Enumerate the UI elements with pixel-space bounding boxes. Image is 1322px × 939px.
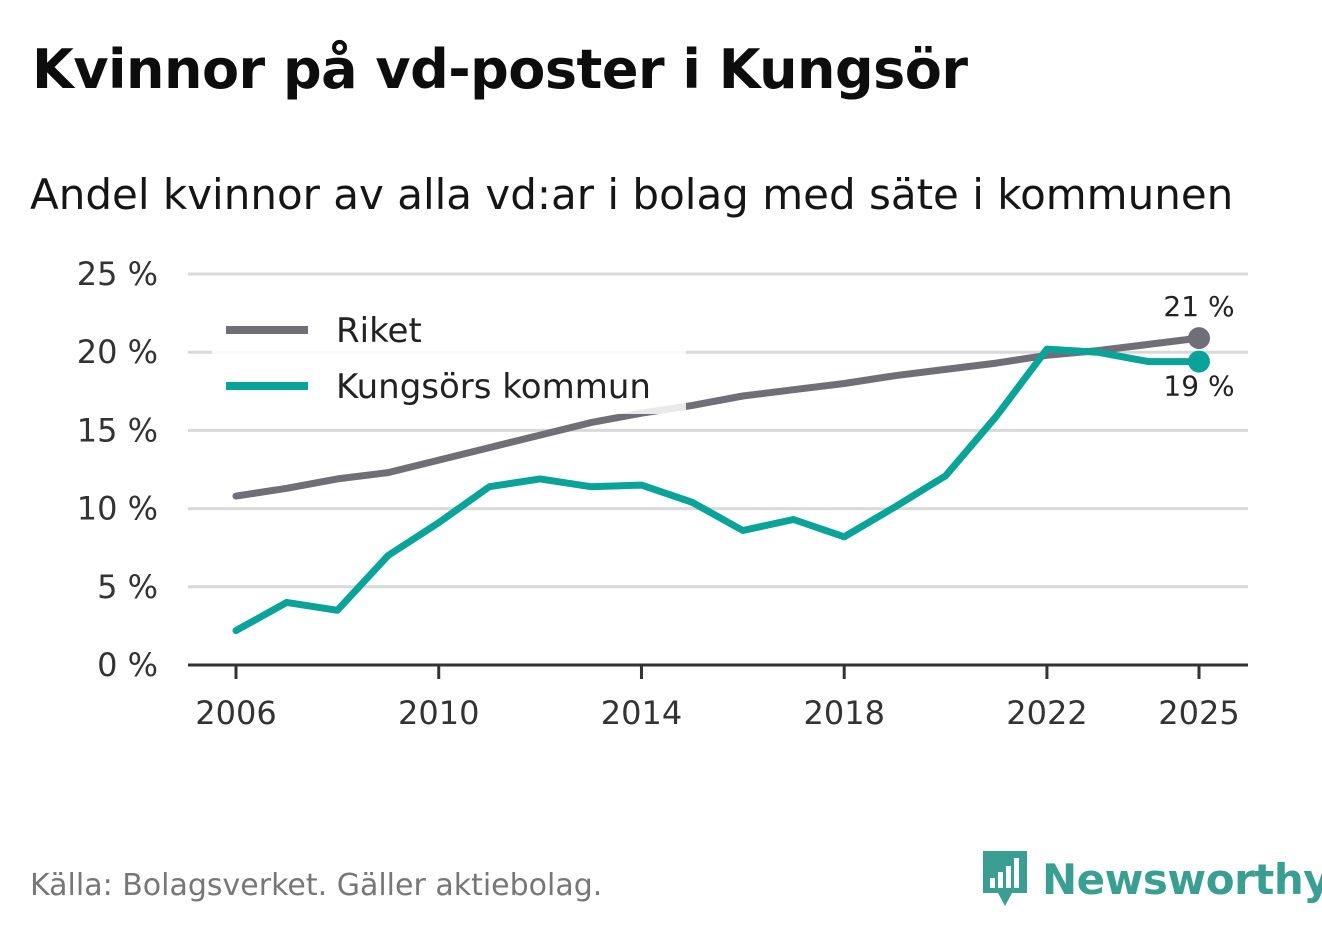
y-tick-label: 15 % <box>77 411 158 449</box>
newsworthy-logo: Newsworthy <box>980 848 1322 910</box>
end-point-kommun <box>1188 350 1210 373</box>
end-label-riket: 21 % <box>1163 290 1234 323</box>
x-tick-label: 2018 <box>803 694 884 732</box>
y-tick-label: 5 % <box>97 568 158 606</box>
y-tick-label: 10 % <box>77 490 158 528</box>
x-tick-label: 2025 <box>1158 694 1239 732</box>
legend-label-kommun: Kungsörs kommun <box>336 367 651 407</box>
x-tick-label: 2022 <box>1006 694 1087 732</box>
source-note: Källa: Bolagsverket. Gäller aktiebolag. <box>30 868 603 903</box>
newsworthy-icon <box>983 851 1027 906</box>
legend-label-riket: Riket <box>336 311 422 351</box>
y-tick-label: 20 % <box>77 333 158 371</box>
chart-title: Kvinnor på vd-poster i Kungsör <box>32 38 968 101</box>
end-point-riket <box>1188 327 1210 350</box>
legend-background <box>212 296 686 414</box>
x-tick-label: 2014 <box>601 694 682 732</box>
end-label-kommun: 19 % <box>1163 370 1234 403</box>
chart-subtitle: Andel kvinnor av alla vd:ar i bolag med … <box>30 170 1234 219</box>
x-tick-label: 2010 <box>398 694 479 732</box>
x-tick-label: 2006 <box>195 694 276 732</box>
y-tick-label: 0 % <box>97 646 158 684</box>
line-chart: 0 % 5 % 10 % 15 % 20 % 25 % 2006 2010 2014 2018 20… <box>77 255 1248 732</box>
kommun-line <box>232 345 1203 635</box>
y-tick-label: 25 % <box>77 255 158 293</box>
brand-name: Newsworthy <box>1042 854 1322 904</box>
